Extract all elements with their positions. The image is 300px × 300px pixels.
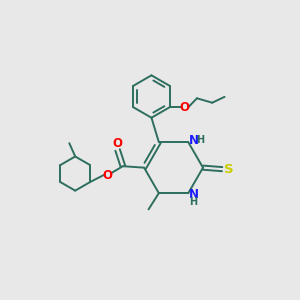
Text: O: O <box>103 169 112 182</box>
Text: O: O <box>112 137 123 150</box>
Text: S: S <box>224 163 233 176</box>
Text: H: H <box>189 197 197 207</box>
Text: O: O <box>180 100 190 114</box>
Text: H: H <box>196 135 205 145</box>
Text: N: N <box>189 134 199 147</box>
Text: N: N <box>189 188 199 201</box>
